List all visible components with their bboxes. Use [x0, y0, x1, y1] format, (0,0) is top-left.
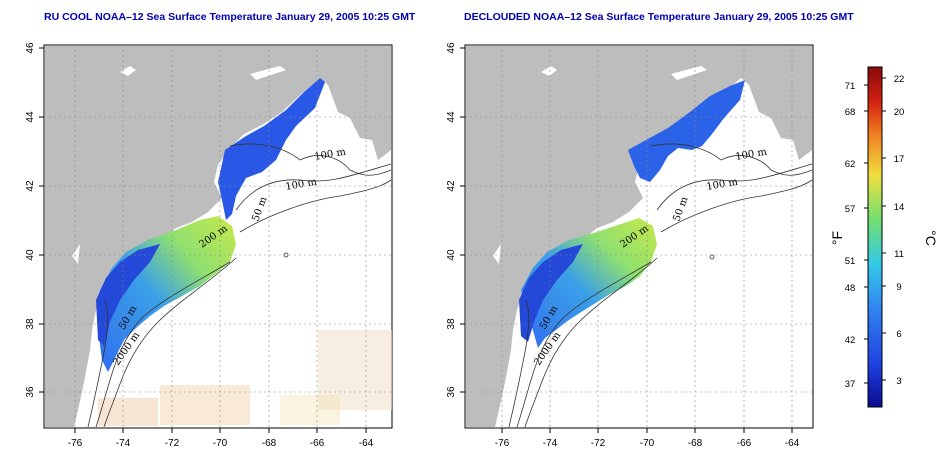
right-sst-gulf	[628, 80, 745, 182]
right-contours	[508, 143, 813, 428]
celsius-tick: 9	[896, 282, 901, 293]
fahrenheit-tick: 62	[845, 159, 856, 170]
y-tick-label: 42	[446, 180, 457, 192]
celsius-tick-labels: 22 20 17 14 11 9 6 3	[894, 74, 905, 387]
x-tick-label: -66	[737, 438, 752, 449]
right-sst-map: 100 m 100 m 50 m 200 m 50 m 2000 m -	[446, 42, 814, 449]
fahrenheit-tick: 48	[845, 283, 856, 294]
x-tick-label: -70	[213, 438, 228, 449]
celsius-unit-label: °C	[923, 230, 939, 246]
fahrenheit-tick: 51	[845, 256, 856, 267]
left-ticks	[39, 47, 367, 433]
x-tick-label: -64	[359, 438, 374, 449]
x-tick-label: -68	[688, 438, 703, 449]
celsius-tick: 20	[894, 107, 905, 118]
x-tick-label: -74	[116, 438, 131, 449]
colorbar-ticks	[864, 77, 886, 384]
x-tick-label: -72	[591, 438, 606, 449]
celsius-tick: 17	[894, 154, 905, 165]
left-x-tick-labels: -76 -74 -72 -70 -68 -66 -64	[68, 438, 374, 449]
celsius-tick: 6	[896, 329, 901, 340]
x-tick-label: -64	[785, 438, 800, 449]
left-grid	[44, 45, 392, 428]
y-tick-label: 40	[25, 249, 36, 261]
right-grid	[465, 45, 813, 428]
y-tick-label: 44	[25, 111, 36, 123]
y-tick-label: 38	[25, 318, 36, 330]
right-y-tick-labels: 36 38 40 42 44 46	[446, 42, 457, 398]
right-lake	[541, 66, 557, 76]
celsius-tick: 3	[896, 376, 901, 387]
x-tick-label: -70	[640, 438, 655, 449]
x-tick-label: -76	[495, 438, 510, 449]
right-lake	[671, 66, 707, 80]
x-tick-label: -76	[68, 438, 83, 449]
fahrenheit-unit-label: °F	[829, 231, 845, 245]
x-tick-label: -66	[310, 438, 325, 449]
x-tick-label: -72	[165, 438, 180, 449]
left-land	[45, 46, 391, 427]
left-cloud-noise	[98, 330, 392, 426]
y-tick-label: 42	[25, 180, 36, 192]
left-y-tick-labels: 36 38 40 42 44 46	[25, 42, 36, 398]
right-x-tick-labels: -76 -74 -72 -70 -68 -66 -64	[495, 438, 800, 449]
y-tick-label: 46	[446, 42, 457, 54]
left-lake	[120, 66, 136, 76]
left-map-title: RU COOL NOAA–12 Sea Surface Temperature …	[44, 11, 416, 23]
fahrenheit-tick: 42	[845, 335, 856, 346]
celsius-tick: 11	[894, 249, 904, 260]
celsius-tick: 22	[894, 74, 905, 85]
left-contours	[87, 143, 392, 428]
temperature-colorbar: 71 68 62 57 51 48 42 37 22 20 17 14 11 9…	[829, 66, 939, 408]
right-ticks	[460, 47, 793, 433]
y-tick-label: 46	[25, 42, 36, 54]
y-tick-label: 36	[446, 386, 457, 398]
right-map-title: DECLOUDED NOAA–12 Sea Surface Temperatur…	[464, 11, 854, 23]
left-sst-map: 100 m 100 m 50 m 200 m 50 m 2000 m	[25, 42, 393, 449]
y-tick-label: 36	[25, 386, 36, 398]
y-tick-label: 40	[446, 249, 457, 261]
x-tick-label: -74	[543, 438, 558, 449]
celsius-tick: 14	[894, 202, 905, 213]
x-tick-label: -68	[262, 438, 277, 449]
fahrenheit-tick: 37	[845, 379, 856, 390]
y-tick-label: 38	[446, 318, 457, 330]
right-lake	[493, 244, 501, 264]
left-lake	[72, 244, 80, 264]
fahrenheit-tick: 71	[845, 81, 856, 92]
fahrenheit-tick: 57	[845, 204, 856, 215]
colorbar-gradient	[867, 66, 883, 408]
left-lake	[250, 66, 286, 80]
right-sst-shelf	[521, 218, 657, 348]
left-sst-coastal	[96, 244, 160, 346]
left-sst-gulf	[218, 78, 325, 220]
y-tick-label: 44	[446, 111, 457, 123]
fahrenheit-tick-labels: 71 68 62 57 51 48 42 37	[845, 81, 856, 390]
fahrenheit-tick: 68	[845, 107, 856, 118]
right-sst-coastal	[519, 244, 583, 342]
right-land	[466, 46, 812, 427]
